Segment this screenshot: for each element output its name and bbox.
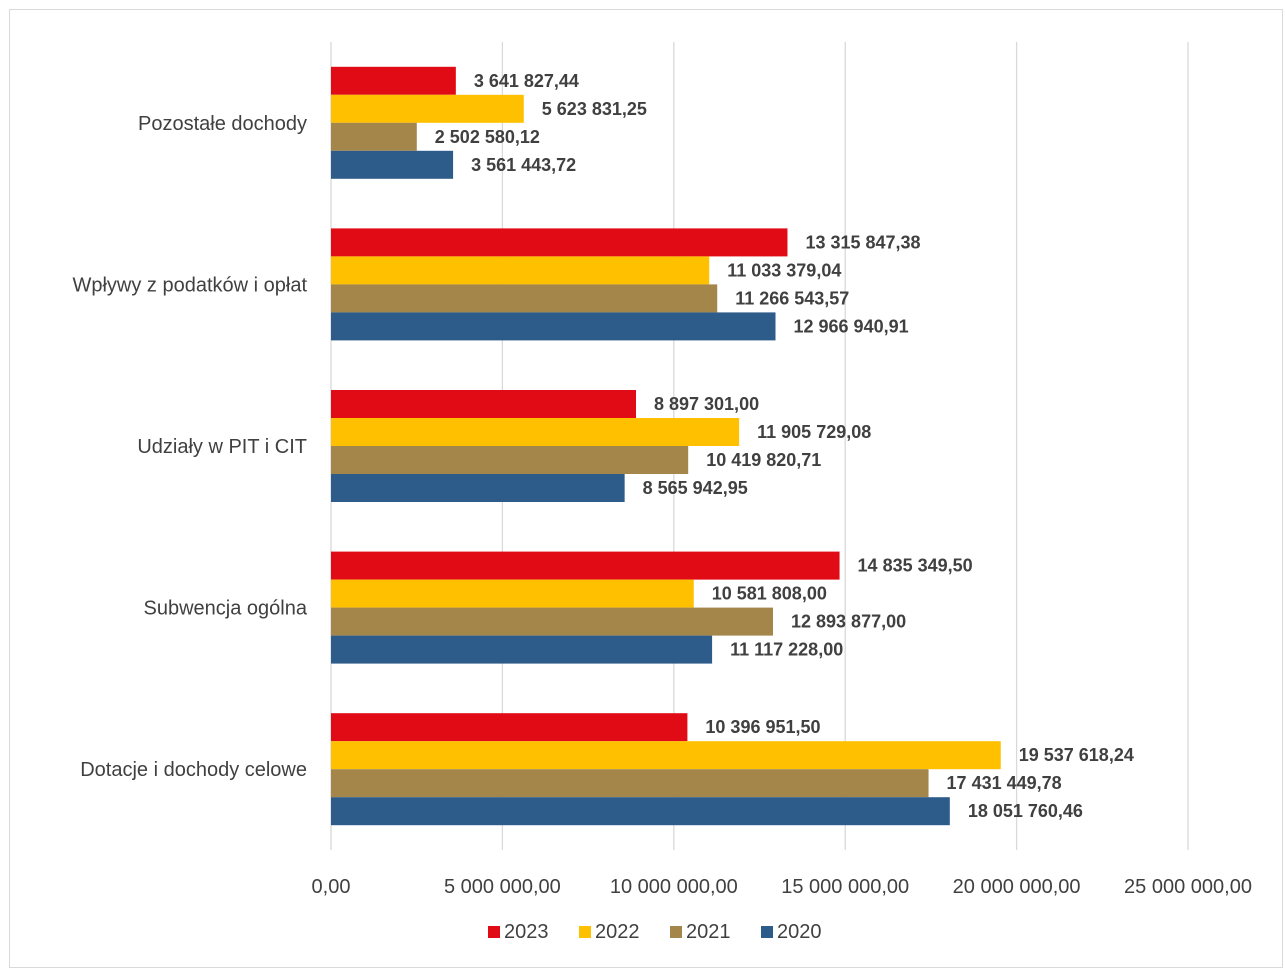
data-label: 8 565 942,95: [643, 478, 748, 498]
legend-swatch-2022: [579, 926, 591, 938]
legend-swatch-2020: [761, 926, 773, 938]
data-label: 11 117 228,00: [730, 640, 843, 660]
bar-2020: [331, 635, 713, 664]
bar-2022: [331, 418, 740, 446]
data-label: 12 893 877,00: [791, 612, 906, 632]
x-tick-label: 15 000 000,00: [781, 876, 909, 898]
data-label: 18 051 760,46: [968, 801, 1083, 821]
data-label: 2 502 580,12: [435, 127, 540, 147]
category-label: Wpływy z podatków i opłat: [72, 274, 307, 296]
chart-frame: [9, 9, 1283, 968]
bar-2022: [331, 256, 710, 285]
category-label: Pozostałe dochody: [138, 113, 307, 135]
x-tick-label: 25 000 000,00: [1124, 876, 1252, 898]
legend-label: 2023: [504, 921, 549, 943]
bar-2023: [331, 713, 688, 742]
legend: 2023 2022 2021 2020: [488, 921, 822, 943]
data-label: 10 419 820,71: [706, 450, 821, 470]
data-label: 11 266 543,57: [735, 288, 849, 308]
bar-2020: [331, 474, 625, 502]
category-labels: Pozostałe dochody Wpływy z podatków i opł…: [72, 113, 307, 781]
legend-swatch-2023: [488, 926, 500, 938]
data-label: 10 581 808,00: [712, 584, 827, 604]
data-label: 8 897 301,00: [654, 394, 759, 414]
data-label: 11 033 379,04: [727, 260, 841, 280]
bar-2023: [331, 66, 456, 95]
data-label: 19 537 618,24: [1019, 745, 1134, 765]
bar-2021: [331, 769, 929, 798]
x-tick-label: 5 000 000,00: [444, 876, 561, 898]
data-label: 17 431 449,78: [947, 773, 1062, 793]
data-label: 3 561 443,72: [471, 155, 576, 175]
bar-2022: [331, 741, 1001, 770]
data-label: 12 966 940,91: [794, 316, 909, 336]
data-label: 11 905 729,08: [757, 422, 871, 442]
x-tick-label: 0,00: [312, 876, 351, 898]
legend-swatch-2021: [670, 926, 682, 938]
bar-2023: [331, 228, 788, 257]
bar-2020: [331, 797, 950, 826]
bar-2023: [331, 390, 636, 418]
data-label: 13 315 847,38: [805, 232, 920, 252]
data-label: 3 641 827,44: [474, 71, 579, 91]
data-label: 10 396 951,50: [705, 717, 820, 737]
x-tick-label: 10 000 000,00: [610, 876, 738, 898]
category-label: Dotacje i dochody celowe: [80, 759, 307, 781]
bar-2022: [331, 579, 694, 608]
bar-2023: [331, 551, 840, 580]
x-tick-label: 20 000 000,00: [953, 876, 1081, 898]
x-axis-tick-labels: 0,00 5 000 000,00 10 000 000,00 15 000 000,…: [312, 876, 1252, 898]
data-label: 14 835 349,50: [858, 556, 973, 576]
category-label: Udziały w PIT i CIT: [137, 436, 307, 458]
bar-2022: [331, 94, 524, 123]
bar-2020: [331, 150, 454, 179]
legend-label: 2022: [595, 921, 640, 943]
bar-2021: [331, 284, 718, 313]
bar-2021: [331, 607, 774, 636]
bar-2021: [331, 446, 689, 474]
category-label: Subwencja ogólna: [144, 598, 308, 620]
bar-2021: [331, 122, 417, 151]
bar-2020: [331, 312, 776, 341]
legend-label: 2020: [777, 921, 822, 943]
legend-label: 2021: [686, 921, 731, 943]
data-labels: 3 641 827,44 5 623 831,252 502 580,12 3 56…: [435, 71, 1134, 821]
data-label: 5 623 831,25: [542, 99, 647, 119]
bars: [331, 66, 1001, 826]
